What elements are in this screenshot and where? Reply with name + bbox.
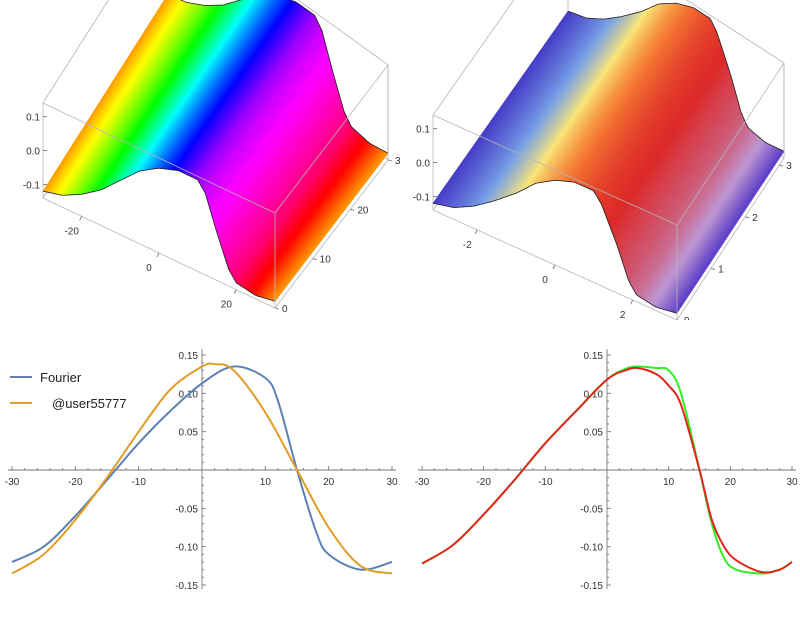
y-tick-label: 0.15 [584, 351, 604, 362]
x-tick-label: -20 [64, 226, 79, 237]
y-tick-label: 0 [282, 304, 288, 315]
x-tick-label: 20 [725, 477, 737, 488]
x-tick-label: -20 [476, 477, 491, 488]
surface [42, 0, 389, 302]
y-tick-label: 0.10 [584, 389, 604, 400]
y-tick-label: 20 [357, 205, 369, 216]
x-tick [630, 299, 634, 305]
y-tick [312, 258, 317, 261]
y-tick-label: 2 [752, 213, 758, 224]
z-tick-label: -0.1 [23, 180, 41, 191]
x-tick-label: 0 [542, 275, 548, 286]
surface-plot-hue: -200200102030-0.10.00.1 [0, 0, 407, 320]
surface-profile-edge [42, 167, 276, 302]
y-tick [745, 216, 750, 219]
x-tick-label: 30 [786, 477, 798, 488]
box-edge [274, 159, 389, 309]
z-axis-ticks: -0.1 0.0 0.1 [413, 125, 437, 203]
x-tick-label: 0 [146, 263, 152, 274]
z-tick-label: -0.1 [413, 192, 431, 203]
x-axis-ticks: -2 0 2 [463, 229, 634, 321]
surface-profile-edge [180, 0, 389, 154]
box-edge [42, 0, 109, 104]
y-tick [779, 164, 784, 167]
series-line [11, 365, 393, 571]
surface [432, 2, 785, 314]
y-tick-label: -0.15 [175, 581, 198, 592]
y-tick-label: -0.05 [580, 504, 603, 515]
series-line [11, 362, 393, 575]
z-tick-label: 0.1 [416, 125, 430, 136]
surface-profile-edge [567, 2, 785, 152]
y-tick [274, 307, 280, 310]
box-edge [42, 102, 276, 214]
bounding-box-front [432, 62, 785, 321]
x-tick-label: 30 [386, 477, 398, 488]
box-edge [297, 0, 389, 66]
line-plot-comparison: -30 -20 -10 10 20 30 -0.15 -0.10 -0.05 0.05 0.10 0.… [0, 335, 400, 619]
y-tick [387, 159, 393, 162]
x-tick-label: 10 [260, 477, 272, 488]
axes: -30 -20 -10 10 20 30 -0.15 -0.10 -0.05 0.05 0.10 0.… [415, 349, 798, 592]
x-tick-label: -2 [463, 240, 472, 251]
y-tick-label: -0.05 [175, 504, 198, 515]
box-edge [676, 157, 785, 321]
z-axis-ticks: -0.1 0.0 0.1 [23, 113, 47, 191]
surface-profile-edge [432, 179, 678, 314]
line-plot-overlay: -30 -20 -10 10 20 30 -0.15 -0.10 -0.05 0.05 0.10 0.… [400, 335, 800, 619]
box-edge [432, 114, 678, 226]
box-edge [676, 62, 785, 226]
x-tick [79, 216, 83, 221]
x-tick-label: -10 [131, 477, 146, 488]
x-tick [233, 289, 237, 294]
box-edge [274, 64, 389, 214]
x-tick [474, 229, 478, 235]
x-tick [552, 264, 556, 270]
y-tick-label: 0 [684, 316, 690, 320]
legend-label: Fourier [40, 370, 82, 385]
y-tick-label: 1 [718, 264, 724, 275]
x-tick-label: -30 [415, 477, 430, 488]
box-edge [686, 0, 785, 64]
y-tick-label: 3 [786, 161, 792, 172]
z-tick-label: 0.1 [26, 113, 40, 124]
y-tick-label: -0.10 [580, 543, 603, 554]
surface-plot-rainbow: -2 0 2 0 1 2 3 -0.1 0.0 0.1 [400, 0, 800, 327]
legend: Fourier @user55777 [10, 370, 127, 411]
series-line [421, 366, 793, 574]
line-plot-overlay-svg: -30 -20 -10 10 20 30 -0.15 -0.10 -0.05 0.05 0.10 0.… [415, 349, 798, 592]
surface-plot-rainbow-svg: -2 0 2 0 1 2 3 -0.1 0.0 0.1 [413, 0, 792, 327]
x-tick-label: -10 [538, 477, 553, 488]
x-tick [156, 252, 160, 258]
y-tick-label: 0.05 [584, 428, 604, 439]
surface-plot-hue-svg: -200200102030-0.10.00.1 [23, 0, 407, 315]
legend-label: @user55777 [52, 396, 127, 411]
x-tick-label: 20 [221, 300, 233, 311]
y-tick [710, 267, 716, 270]
line-plot-comparison-svg: -30 -20 -10 10 20 30-0.15-0.10-0.050.050.100.… [5, 349, 398, 592]
x-tick-label: 2 [620, 310, 626, 320]
y-tick-label: 0.15 [179, 351, 199, 362]
y-tick-label: 10 [320, 255, 332, 266]
z-tick-label: 0.0 [416, 159, 430, 170]
x-axis-ticks: -20 0 20 [64, 216, 237, 311]
z-tick-label: 0.0 [26, 147, 40, 158]
x-tick-label: -20 [68, 477, 83, 488]
y-tick-label: -0.10 [175, 543, 198, 554]
x-tick-label: -30 [5, 477, 20, 488]
box-edge [432, 0, 515, 116]
y-tick-label: -0.15 [580, 581, 603, 592]
y-tick [350, 208, 355, 211]
x-tick-label: 10 [663, 477, 675, 488]
y-tick-label: 0.05 [179, 428, 199, 439]
x-tick-label: 20 [323, 477, 335, 488]
axes: -30 -20 -10 10 20 30-0.15-0.10-0.050.050.100.… [5, 349, 398, 592]
